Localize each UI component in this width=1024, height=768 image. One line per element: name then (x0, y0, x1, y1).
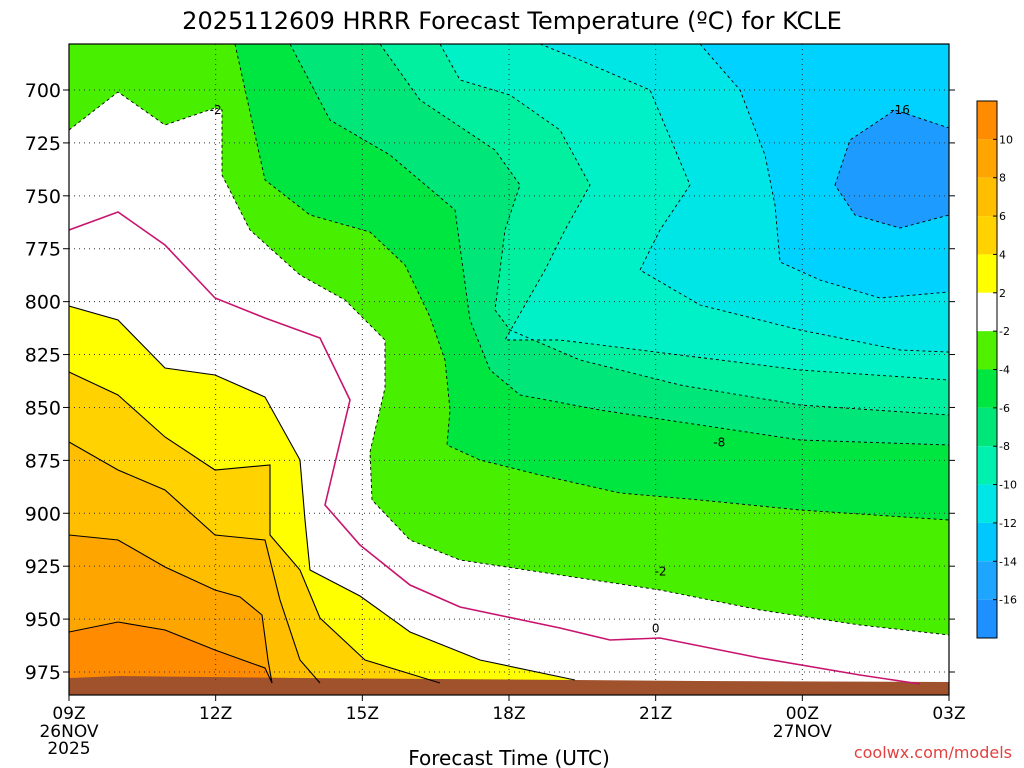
colorbar: 10 8 6 4 2 -2 -4 -6 -8 -10 -12 -14 -16 (976, 100, 1017, 639)
colorbar-swatch (977, 216, 997, 255)
contour-zero (69, 211, 921, 685)
contour-plus8 (69, 534, 273, 684)
x-tick-label: 15Z (346, 704, 379, 724)
contour-labels: -2 -16 -8 -2 0 (210, 103, 910, 636)
y-tick-label: 725 (25, 133, 61, 155)
colorbar-tick-label: 2 (999, 287, 1006, 300)
colorbar-swatch (977, 177, 997, 217)
contour-label: -2 (655, 564, 667, 578)
contour-minus10 (439, 44, 949, 381)
y-tick-label: 875 (25, 450, 61, 472)
x-axis-label: Forecast Time (UTC) (408, 746, 610, 768)
grid (69, 44, 949, 683)
colorbar-tick-label: 6 (999, 210, 1006, 223)
y-tick-label: 800 (25, 292, 61, 314)
colorbar-swatch (977, 446, 997, 485)
colorbar-tick-label: 8 (999, 172, 1006, 185)
colorbar-swatch (977, 292, 997, 332)
x-tick-label: 21Z (639, 704, 672, 724)
contour-minus6 (289, 44, 949, 446)
colorbar-swatch (977, 139, 997, 178)
colorbar-tick-label: 10 (999, 133, 1013, 146)
x-tick-label: 09Z (52, 704, 85, 724)
temperature-field (69, 44, 949, 695)
y-tick-label: 950 (25, 609, 61, 631)
colorbar-tick-label: -10 (999, 479, 1017, 492)
y-tick-label: 700 (25, 80, 61, 102)
colorbar-tick-label: -14 (999, 555, 1017, 568)
watermark: coolwx.com/models (854, 743, 1012, 762)
x-tick-label: 12Z (199, 704, 232, 724)
colorbar-swatch (977, 369, 997, 408)
x-tick-label: 03Z (932, 704, 965, 724)
contour-label: -2 (210, 103, 222, 117)
colorbar-tick-label: -6 (999, 402, 1010, 415)
y-tick-label: 975 (25, 662, 61, 684)
contour-minus4 (234, 44, 949, 521)
colorbar-swatch (977, 522, 997, 562)
y-axis: 700 725 750 775 800 825 850 875 900 925 950 975 (25, 80, 955, 684)
y-tick-label: 775 (25, 239, 61, 261)
x-tick-label: 00Z (786, 704, 819, 724)
colorbar-tick-label: 4 (999, 248, 1006, 261)
colorbar-tick-label: -12 (999, 517, 1017, 530)
contours (69, 44, 949, 685)
field-plus10 (69, 622, 272, 683)
y-tick-label: 850 (25, 397, 61, 419)
y-tick-label: 750 (25, 186, 61, 208)
colorbar-swatch (977, 599, 997, 638)
contour-label: -8 (713, 435, 725, 449)
colorbar-swatch (977, 484, 997, 523)
x-tick-sublabel: 27NOV (773, 722, 832, 742)
field-minus14 (700, 44, 949, 298)
colorbar-tick-label: -2 (999, 325, 1010, 338)
field-minus16 (835, 110, 949, 228)
colorbar-swatch (977, 561, 997, 600)
contour-label: 0 (652, 622, 660, 636)
y-tick-label: 825 (25, 345, 61, 367)
contour-plus10 (69, 621, 273, 684)
contour-plus4 (69, 371, 441, 684)
colorbar-swatch (977, 331, 997, 370)
ground (69, 676, 949, 695)
contour-label: -16 (890, 103, 910, 117)
contour-minus14 (699, 44, 949, 299)
colorbar-swatch (977, 254, 997, 293)
colorbar-swatch (977, 407, 997, 447)
colorbar-tick-label: -8 (999, 440, 1010, 453)
contour-minus2 (214, 107, 949, 636)
colorbar-tick-label: -4 (999, 364, 1010, 377)
y-tick-label: 925 (25, 556, 61, 578)
contour-minus16 (834, 109, 949, 229)
chart-title: 2025112609 HRRR Forecast Temperature (ºC… (182, 7, 842, 35)
contour-plus6 (69, 441, 321, 684)
contour-minus8 (379, 44, 949, 416)
x-tick-sublabel: 26NOV (39, 722, 98, 742)
x-tick-sublabel: 2025 (47, 739, 90, 759)
contour-plus2 (69, 305, 576, 681)
contour-minus2-left (69, 91, 216, 131)
colorbar-tick-label: -16 (999, 594, 1017, 607)
x-tick-label: 18Z (492, 704, 525, 724)
y-tick-label: 900 (25, 503, 61, 525)
colorbar-swatch (977, 101, 997, 140)
